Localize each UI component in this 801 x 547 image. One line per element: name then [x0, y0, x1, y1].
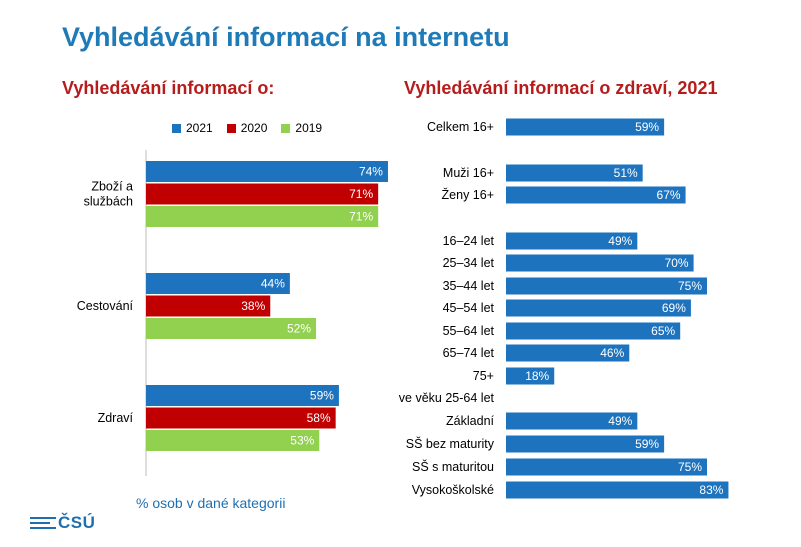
- row-bar-0: [506, 118, 665, 136]
- row-bar-label-14: 83%: [699, 483, 723, 497]
- legend-label-2020: 2020: [240, 121, 268, 135]
- legend-swatch-2019: [281, 123, 291, 133]
- row-bar-label-7: 65%: [651, 324, 675, 338]
- row-label-2: Ženy 16+: [442, 187, 494, 202]
- row-bar-12: [506, 435, 665, 453]
- logo-text: ČSÚ: [58, 513, 96, 532]
- row-bar-label-12: 59%: [635, 437, 659, 451]
- row-bar-label-9: 18%: [525, 369, 549, 383]
- bar-2019-1: [146, 318, 317, 339]
- bar-2021-0: [146, 161, 388, 182]
- row-bar-label-13: 75%: [678, 460, 702, 474]
- row-label-7: 55–64 let: [443, 324, 495, 338]
- category-label-2-0: Zdraví: [98, 411, 134, 425]
- row-bar-label-8: 46%: [600, 346, 624, 360]
- logo-lines-icon: [30, 517, 56, 529]
- category-label-1-0: Cestování: [77, 299, 134, 313]
- row-bar-8: [506, 344, 630, 362]
- bar-label-2019-2: 53%: [290, 434, 314, 448]
- legend-swatch-2020: [226, 123, 236, 133]
- row-label-1: Muži 16+: [443, 166, 494, 180]
- bar-2019-2: [146, 430, 320, 451]
- right-chart-title: Vyhledávání informací o zdraví, 2021: [404, 78, 718, 98]
- row-bar-label-6: 69%: [662, 301, 686, 315]
- bar-label-2020-2: 58%: [307, 411, 331, 425]
- row-bar-1: [506, 164, 643, 182]
- legend: 2021 2020 2019: [172, 121, 322, 135]
- row-bar-14: [506, 481, 729, 499]
- bar-label-2021-1: 44%: [261, 277, 285, 291]
- left-chart-title: Vyhledávání informací o:: [62, 78, 275, 98]
- csu-logo: ČSÚ: [30, 513, 95, 533]
- bar-2020-0: [146, 183, 379, 205]
- row-label-3: 16–24 let: [443, 234, 495, 248]
- row-label-12: SŠ bez maturity: [406, 436, 495, 451]
- bar-2020-1: [146, 295, 271, 317]
- row-label-13: SŠ s maturitou: [412, 459, 494, 474]
- row-bar-2: [506, 186, 686, 204]
- bar-2021-1: [146, 273, 290, 294]
- row-label-5: 35–44 let: [443, 279, 495, 293]
- legend-label-2021: 2021: [186, 121, 213, 135]
- row-bar-4: [506, 254, 694, 272]
- row-bar-label-4: 70%: [665, 256, 689, 270]
- bar-label-2020-0: 71%: [349, 187, 373, 201]
- row-label-10: ve věku 25-64 let: [399, 391, 495, 405]
- row-label-0: Celkem 16+: [427, 120, 494, 134]
- row-bar-3: [506, 232, 638, 250]
- row-bar-6: [506, 299, 691, 317]
- bar-label-2021-2: 59%: [310, 389, 334, 403]
- legend-label-2019: 2019: [295, 121, 323, 135]
- row-label-11: Základní: [446, 414, 494, 428]
- row-bar-11: [506, 412, 638, 430]
- category-label-0-1: službách: [84, 195, 133, 209]
- footnote: % osob v dané kategorii: [136, 495, 286, 511]
- row-bar-13: [506, 458, 707, 476]
- row-bar-5: [506, 277, 707, 295]
- category-label-0-0: Zboží a: [91, 180, 133, 194]
- row-label-14: Vysokoškolské: [412, 483, 494, 497]
- bar-2020-2: [146, 407, 336, 429]
- bar-label-2019-1: 52%: [287, 322, 311, 336]
- row-bar-label-0: 59%: [635, 120, 659, 134]
- page-title: Vyhledávání informací na internetu: [62, 22, 510, 52]
- legend-item-2020: 2020: [226, 121, 268, 135]
- row-bar-7: [506, 322, 681, 340]
- row-bar-label-3: 49%: [608, 234, 632, 248]
- bar-label-2021-0: 74%: [359, 165, 383, 179]
- legend-item-2021: 2021: [172, 121, 213, 135]
- row-bar-label-1: 51%: [614, 166, 638, 180]
- row-label-4: 25–34 let: [443, 256, 495, 270]
- row-label-6: 45–54 let: [443, 301, 495, 315]
- row-label-9: 75+: [473, 369, 494, 383]
- row-bar-9: [506, 367, 555, 385]
- bar-label-2019-0: 71%: [349, 210, 373, 224]
- row-bar-label-2: 67%: [657, 188, 681, 202]
- row-label-8: 65–74 let: [443, 346, 495, 360]
- row-bar-label-11: 49%: [608, 414, 632, 428]
- bar-label-2020-1: 38%: [241, 299, 265, 313]
- legend-swatch-2021: [172, 123, 181, 133]
- bar-2019-0: [146, 206, 379, 227]
- bar-2021-2: [146, 385, 339, 406]
- row-bar-label-5: 75%: [678, 279, 702, 293]
- legend-item-2019: 2019: [281, 121, 322, 135]
